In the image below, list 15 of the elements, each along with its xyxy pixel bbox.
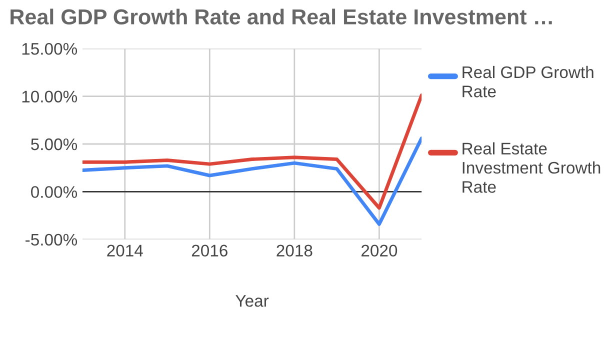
y-tick-label: 0.00%	[31, 186, 78, 198]
x-tick-label: 2020	[362, 244, 398, 257]
y-tick-label: 5.00%	[31, 138, 78, 150]
x-tick-label: 2014	[107, 244, 143, 257]
x-axis-title: Year	[236, 295, 269, 307]
line-series	[82, 136, 422, 226]
y-tick-label: 10.00%	[22, 90, 78, 102]
x-tick-label: 2016	[192, 244, 228, 257]
line-series	[82, 94, 422, 210]
legend-label: Real GDP Growth Rate	[462, 66, 594, 98]
legend-label: Real Estate Investment Growth Rate	[462, 142, 600, 193]
y-tick-label: 15.00%	[22, 42, 78, 55]
chart-title: Real GDP Growth Rate and Real Estate Investment …	[10, 8, 552, 24]
x-tick-label: 2018	[276, 244, 312, 257]
y-tick-label: -5.00%	[26, 234, 78, 246]
